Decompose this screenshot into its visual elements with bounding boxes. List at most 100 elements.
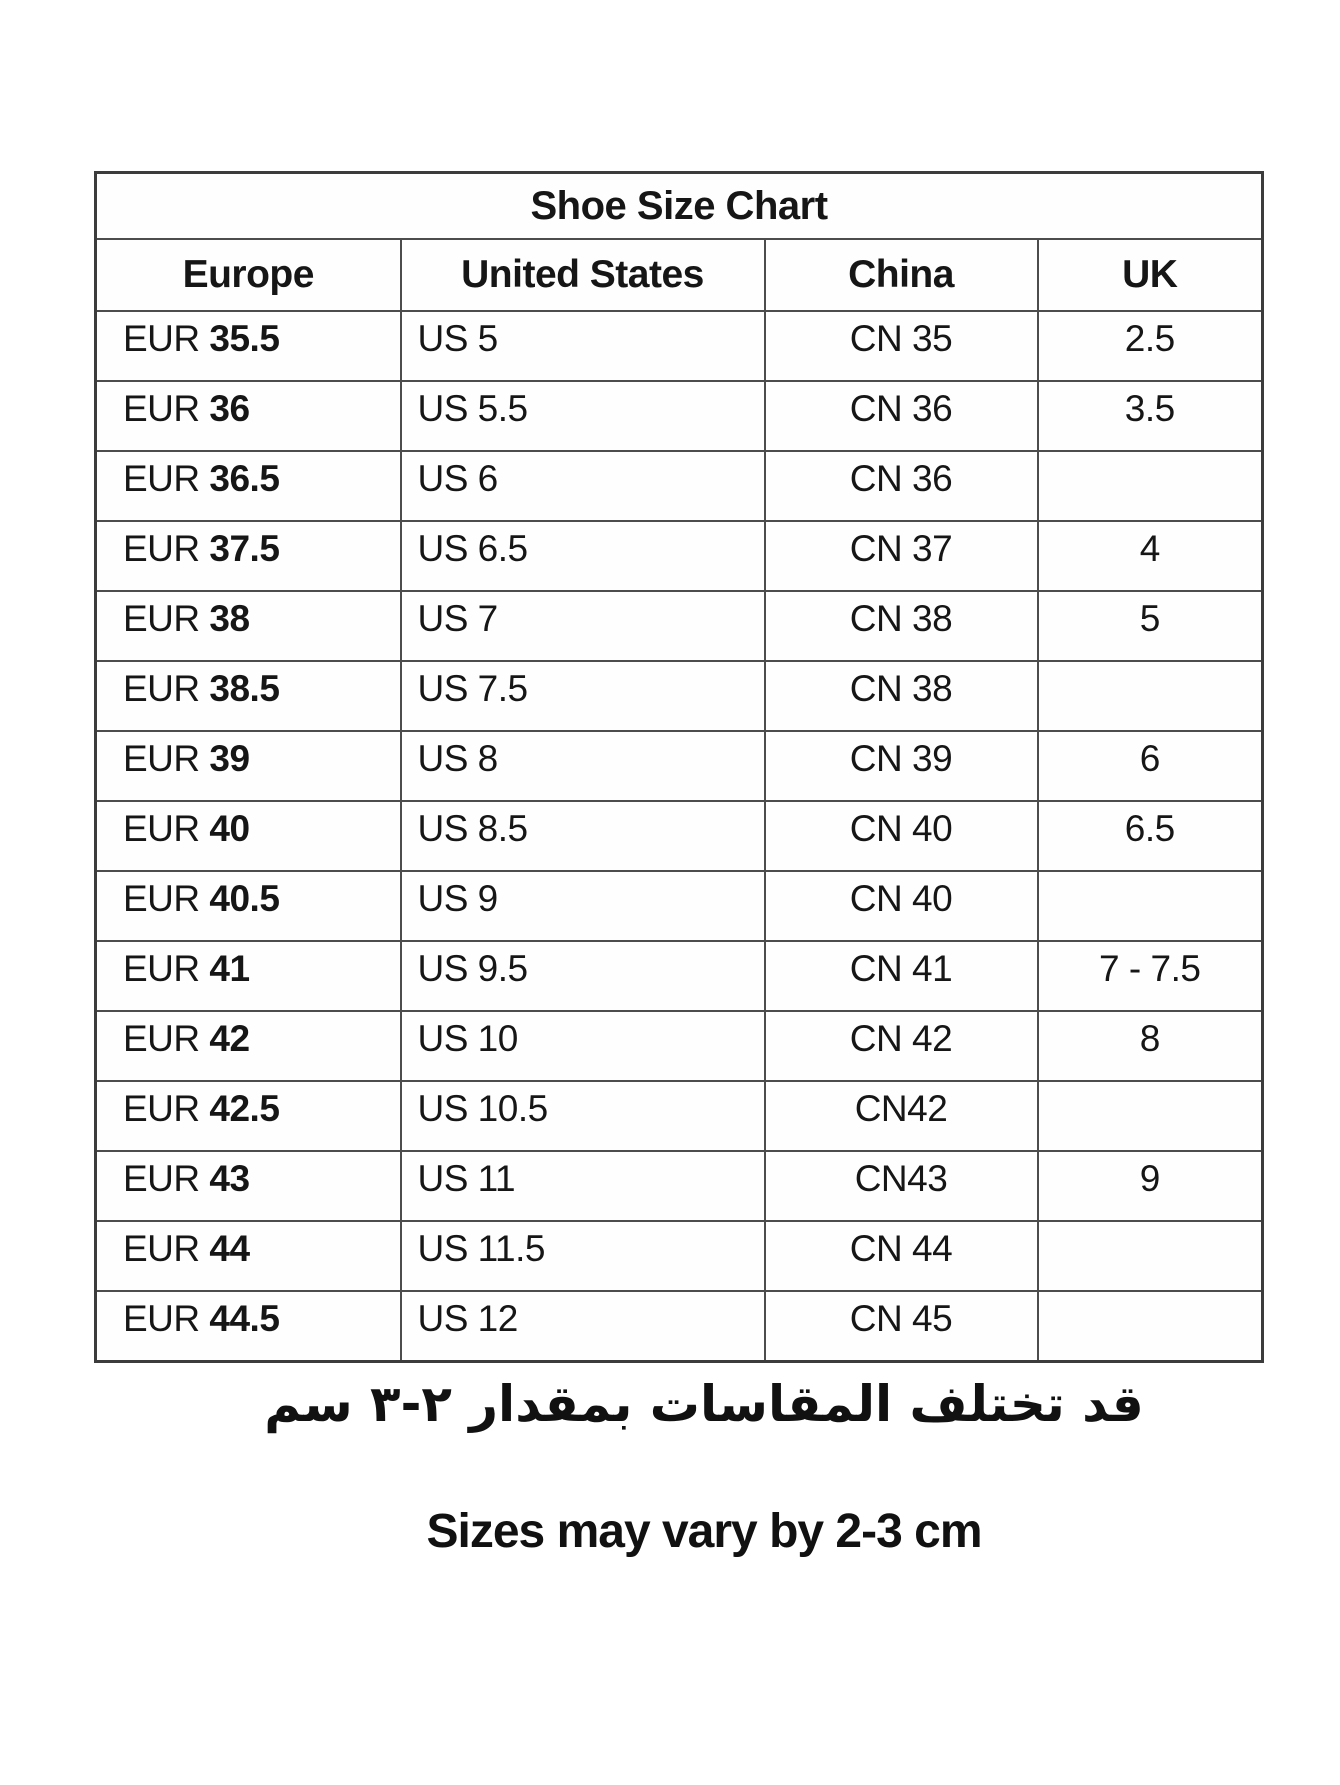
table-title: Shoe Size Chart (94, 171, 1264, 240)
us-cell: US 9.5 (399, 940, 766, 1012)
europe-cell: EUR 40.5 (94, 870, 402, 942)
uk-cell: 6 (1036, 730, 1264, 802)
column-header-uk: UK (1036, 238, 1264, 312)
china-cell: CN 44 (763, 1220, 1039, 1292)
europe-cell: EUR 36 (94, 380, 402, 452)
table-row: EUR 35.5 US 5 CN 35 2.5 (94, 310, 1264, 382)
us-cell: US 10 (399, 1010, 766, 1082)
us-cell: US 9 (399, 870, 766, 942)
europe-cell: EUR 44.5 (94, 1290, 402, 1363)
table-row: EUR 44.5 US 12 CN 45 (94, 1290, 1264, 1363)
europe-cell: EUR 39 (94, 730, 402, 802)
china-cell: CN 38 (763, 590, 1039, 662)
table-row: EUR 40.5 US 9 CN 40 (94, 870, 1264, 942)
uk-cell: 9 (1036, 1150, 1264, 1222)
europe-prefix: EUR (123, 878, 200, 919)
europe-prefix: EUR (123, 1298, 200, 1339)
table-row: EUR 36 US 5.5 CN 36 3.5 (94, 380, 1264, 452)
uk-cell (1036, 1080, 1264, 1152)
china-cell: CN 37 (763, 520, 1039, 592)
china-cell: CN 36 (763, 450, 1039, 522)
europe-prefix: EUR (123, 388, 200, 429)
europe-prefix: EUR (123, 1018, 200, 1059)
europe-cell: EUR 36.5 (94, 450, 402, 522)
table-row: EUR 41 US 9.5 CN 41 7 - 7.5 (94, 940, 1264, 1012)
caption-english: Sizes may vary by 2-3 cm (426, 1505, 982, 1558)
china-cell: CN43 (763, 1150, 1039, 1222)
us-cell: US 8.5 (399, 800, 766, 872)
europe-size: 35.5 (209, 318, 280, 359)
europe-cell: EUR 35.5 (94, 310, 402, 382)
china-cell: CN42 (763, 1080, 1039, 1152)
europe-cell: EUR 38.5 (94, 660, 402, 732)
table-row: EUR 42 US 10 CN 42 8 (94, 1010, 1264, 1082)
uk-cell: 2.5 (1036, 310, 1264, 382)
europe-prefix: EUR (123, 458, 200, 499)
europe-size: 36 (209, 388, 250, 429)
caption-arabic: قد تختلف المقاسات بمقدار ٢-٣ سم (264, 1375, 1144, 1433)
china-cell: CN 45 (763, 1290, 1039, 1363)
uk-cell: 5 (1036, 590, 1264, 662)
table-row: EUR 37.5 US 6.5 CN 37 4 (94, 520, 1264, 592)
table-row: EUR 43 US 11 CN43 9 (94, 1150, 1264, 1222)
europe-size: 44 (209, 1228, 250, 1269)
europe-cell: EUR 38 (94, 590, 402, 662)
china-cell: CN 36 (763, 380, 1039, 452)
china-cell: CN 35 (763, 310, 1039, 382)
europe-prefix: EUR (123, 668, 200, 709)
uk-cell (1036, 660, 1264, 732)
europe-prefix: EUR (123, 528, 200, 569)
uk-cell: 8 (1036, 1010, 1264, 1082)
size-table-body: EUR 35.5 US 5 CN 35 2.5 EUR 36 US 5.5 CN… (94, 310, 1264, 1363)
europe-prefix: EUR (123, 598, 200, 639)
europe-prefix: EUR (123, 1088, 200, 1129)
europe-cell: EUR 42.5 (94, 1080, 402, 1152)
us-cell: US 11 (399, 1150, 766, 1222)
europe-prefix: EUR (123, 1228, 200, 1269)
uk-cell (1036, 1220, 1264, 1292)
us-cell: US 7 (399, 590, 766, 662)
us-cell: US 10.5 (399, 1080, 766, 1152)
europe-size: 40 (209, 808, 250, 849)
column-header-europe: Europe (94, 238, 402, 312)
europe-size: 43 (209, 1158, 250, 1199)
uk-cell (1036, 450, 1264, 522)
europe-size: 39 (209, 738, 250, 779)
table-row: EUR 42.5 US 10.5 CN42 (94, 1080, 1264, 1152)
europe-size: 42 (209, 1018, 250, 1059)
europe-size: 40.5 (209, 878, 280, 919)
uk-cell (1036, 870, 1264, 942)
china-cell: CN 42 (763, 1010, 1039, 1082)
china-cell: CN 39 (763, 730, 1039, 802)
us-cell: US 7.5 (399, 660, 766, 732)
us-cell: US 11.5 (399, 1220, 766, 1292)
us-cell: US 5.5 (399, 380, 766, 452)
table-row: EUR 40 US 8.5 CN 40 6.5 (94, 800, 1264, 872)
size-chart-container: Shoe Size Chart Europe United States Chi… (94, 171, 1265, 1363)
europe-cell: EUR 37.5 (94, 520, 402, 592)
europe-cell: EUR 41 (94, 940, 402, 1012)
europe-size: 36.5 (209, 458, 280, 499)
europe-size: 38 (209, 598, 250, 639)
europe-prefix: EUR (123, 738, 200, 779)
table-row: EUR 39 US 8 CN 39 6 (94, 730, 1264, 802)
uk-cell: 3.5 (1036, 380, 1264, 452)
europe-size: 38.5 (209, 668, 280, 709)
us-cell: US 12 (399, 1290, 766, 1363)
column-header-united-states: United States (399, 238, 766, 312)
title-row: Shoe Size Chart (94, 171, 1264, 240)
uk-cell: 6.5 (1036, 800, 1264, 872)
table-row: EUR 44 US 11.5 CN 44 (94, 1220, 1264, 1292)
uk-cell: 4 (1036, 520, 1264, 592)
table-row: EUR 36.5 US 6 CN 36 (94, 450, 1264, 522)
europe-size: 44.5 (209, 1298, 280, 1339)
china-cell: CN 40 (763, 800, 1039, 872)
europe-cell: EUR 42 (94, 1010, 402, 1082)
europe-prefix: EUR (123, 808, 200, 849)
china-cell: CN 38 (763, 660, 1039, 732)
table-row: EUR 38.5 US 7.5 CN 38 (94, 660, 1264, 732)
europe-prefix: EUR (123, 948, 200, 989)
us-cell: US 6.5 (399, 520, 766, 592)
europe-cell: EUR 43 (94, 1150, 402, 1222)
